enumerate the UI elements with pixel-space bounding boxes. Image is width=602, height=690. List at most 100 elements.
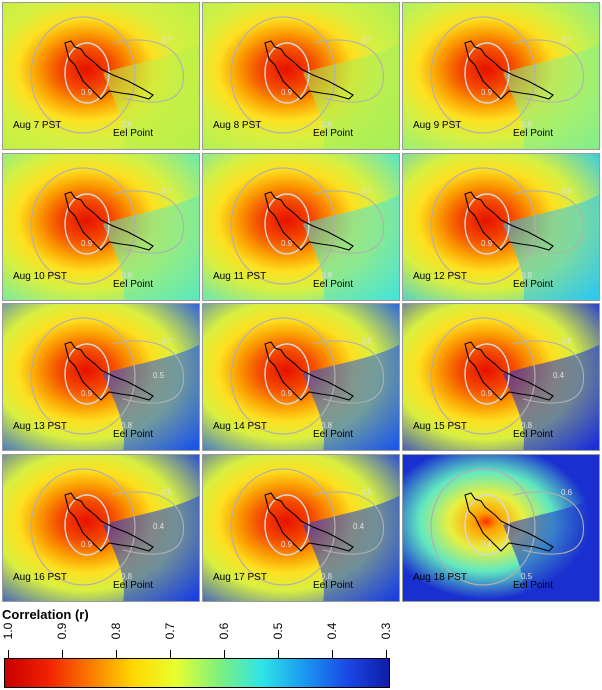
colorbar-tick (8, 650, 9, 658)
correlation-map: 0.9 0.8 0.7 (203, 3, 399, 149)
colorbar-tick-label: 0.3 (379, 622, 393, 640)
colorbar-tick (386, 650, 387, 658)
colorbar-tick (62, 650, 63, 658)
map-panel: 0.9 0.8 0.7 0.5 Aug 13 PST Eel Point (2, 303, 200, 451)
contour-line (430, 16, 536, 134)
contour-label: 0.9 (81, 540, 93, 549)
contour-line (430, 317, 536, 435)
map-panel: 0.9 0.8 0.5 0.4 Aug 15 PST Eel Point (402, 303, 600, 451)
map-panel: 0.9 0.8 0.7 Aug 8 PST Eel Point (202, 2, 400, 150)
panel-date-label: Aug 14 PST (213, 421, 267, 432)
contour-line (430, 167, 536, 285)
colorbar-tick (332, 650, 333, 658)
correlation-map: 0.9 0.8 0.7 (403, 3, 599, 149)
island-outline (264, 341, 354, 401)
map-panel: 0.9 0.8 0.5 0.4 Aug 16 PST Eel Point (2, 454, 200, 602)
island-outline (64, 191, 154, 251)
contour-label: 0.5 (153, 371, 165, 380)
contour-line (230, 317, 336, 435)
colorbar-tick-label: 1.0 (1, 622, 15, 640)
map-panel: 0.9 0.8 0.5 Aug 12 PST Eel Point (402, 153, 600, 301)
contour-label: 0.8 (121, 120, 133, 129)
correlation-map: 0.9 0.8 0.5 (403, 154, 599, 300)
contour-label: 0.7 (161, 337, 173, 346)
map-panel: 0.9 0.8 0.5 0.4 Aug 17 PST Eel Point (202, 454, 400, 602)
contour-label: 0.5 (161, 488, 173, 497)
panel-date-label: Aug 11 PST (213, 271, 267, 282)
contour-line (512, 190, 584, 254)
contour-label: 0.9 (81, 88, 93, 97)
contour-line (312, 340, 384, 404)
contour-line (30, 16, 136, 134)
correlation-map: 0.9 0.8 0.7 (3, 3, 199, 149)
map-panel: 0.9 0.8 0.7 Aug 11 PST Eel Point (202, 153, 400, 301)
contour-label: 0.9 (281, 389, 293, 398)
panel-date-label: Aug 7 PST (13, 120, 62, 131)
contour-label: 0.9 (281, 540, 293, 549)
contour-label: 0.9 (481, 88, 493, 97)
contour-label: 0.4 (353, 522, 365, 531)
panel-date-label: Aug 16 PST (13, 572, 67, 583)
eel-point-label: Eel Point (113, 279, 154, 290)
contour-line (312, 491, 384, 555)
contour-label: 0.4 (553, 371, 565, 380)
correlation-map: 0.4 0.5 0.6 (403, 455, 599, 601)
contour-label: 0.4 (153, 522, 165, 531)
island-outline (64, 492, 154, 552)
colorbar-tick-label: 0.8 (109, 622, 123, 640)
contour-label: 0.9 (281, 88, 293, 97)
contour-label: 0.8 (321, 421, 333, 430)
island-outline (264, 40, 354, 100)
eel-point-label: Eel Point (113, 429, 154, 440)
contour-label: 0.8 (321, 120, 333, 129)
contour-line (112, 190, 184, 254)
eel-point-label: Eel Point (313, 279, 354, 290)
panel-date-label: Aug 8 PST (213, 120, 262, 131)
contour-label: 0.7 (161, 36, 173, 45)
contour-label: 0.8 (521, 120, 533, 129)
panel-date-label: Aug 9 PST (413, 120, 462, 131)
contour-label: 0.8 (321, 271, 333, 280)
island-outline (464, 492, 554, 552)
contour-line (112, 340, 184, 404)
contour-label: 0.8 (521, 271, 533, 280)
colorbar-tick-label: 0.4 (325, 622, 339, 640)
eel-point-label: Eel Point (513, 429, 554, 440)
island-outline (464, 40, 554, 100)
panel-date-label: Aug 15 PST (413, 421, 467, 432)
contour-label: 0.9 (481, 389, 493, 398)
map-panel: 0.4 0.5 0.6 Aug 18 PST Eel Point (402, 454, 600, 602)
contour-label: 0.8 (121, 271, 133, 280)
map-panel: 0.9 0.8 0.5 Aug 14 PST Eel Point (202, 303, 400, 451)
contour-line (512, 39, 584, 103)
contour-label: 0.4 (481, 540, 493, 549)
eel-point-label: Eel Point (513, 279, 554, 290)
panel-date-label: Aug 17 PST (213, 572, 267, 583)
eel-point-label: Eel Point (313, 429, 354, 440)
contour-label: 0.9 (481, 239, 493, 248)
contour-line (512, 340, 584, 404)
contour-line (230, 167, 336, 285)
eel-point-label: Eel Point (513, 580, 554, 591)
colorbar-tick-label: 0.7 (163, 622, 177, 640)
eel-point-label: Eel Point (313, 580, 354, 591)
correlation-map: 0.9 0.8 0.7 0.5 (3, 304, 199, 450)
contour-line (112, 39, 184, 103)
contour-label: 0.8 (121, 421, 133, 430)
panel-date-label: Aug 18 PST (413, 572, 467, 583)
panel-date-label: Aug 13 PST (13, 421, 67, 432)
colorbar-tick (278, 650, 279, 658)
contour-label: 0.8 (121, 572, 133, 581)
eel-point-label: Eel Point (113, 580, 154, 591)
contour-line (512, 491, 584, 555)
island-outline (64, 40, 154, 100)
correlation-map: 0.9 0.8 0.5 0.4 (3, 455, 199, 601)
panel-grid: 0.9 0.8 0.7 Aug 7 PST Eel Point 0.9 0.8 0.7 Aug … (2, 2, 600, 602)
map-panel: 0.9 0.8 0.7 Aug 10 PST Eel Point (2, 153, 200, 301)
panel-date-label: Aug 10 PST (13, 271, 67, 282)
colorbar-tick-label: 0.6 (217, 622, 231, 640)
eel-point-label: Eel Point (113, 128, 154, 139)
colorbar-tick (116, 650, 117, 658)
contour-label: 0.9 (81, 239, 93, 248)
map-panel: 0.9 0.8 0.7 Aug 7 PST Eel Point (2, 2, 200, 150)
